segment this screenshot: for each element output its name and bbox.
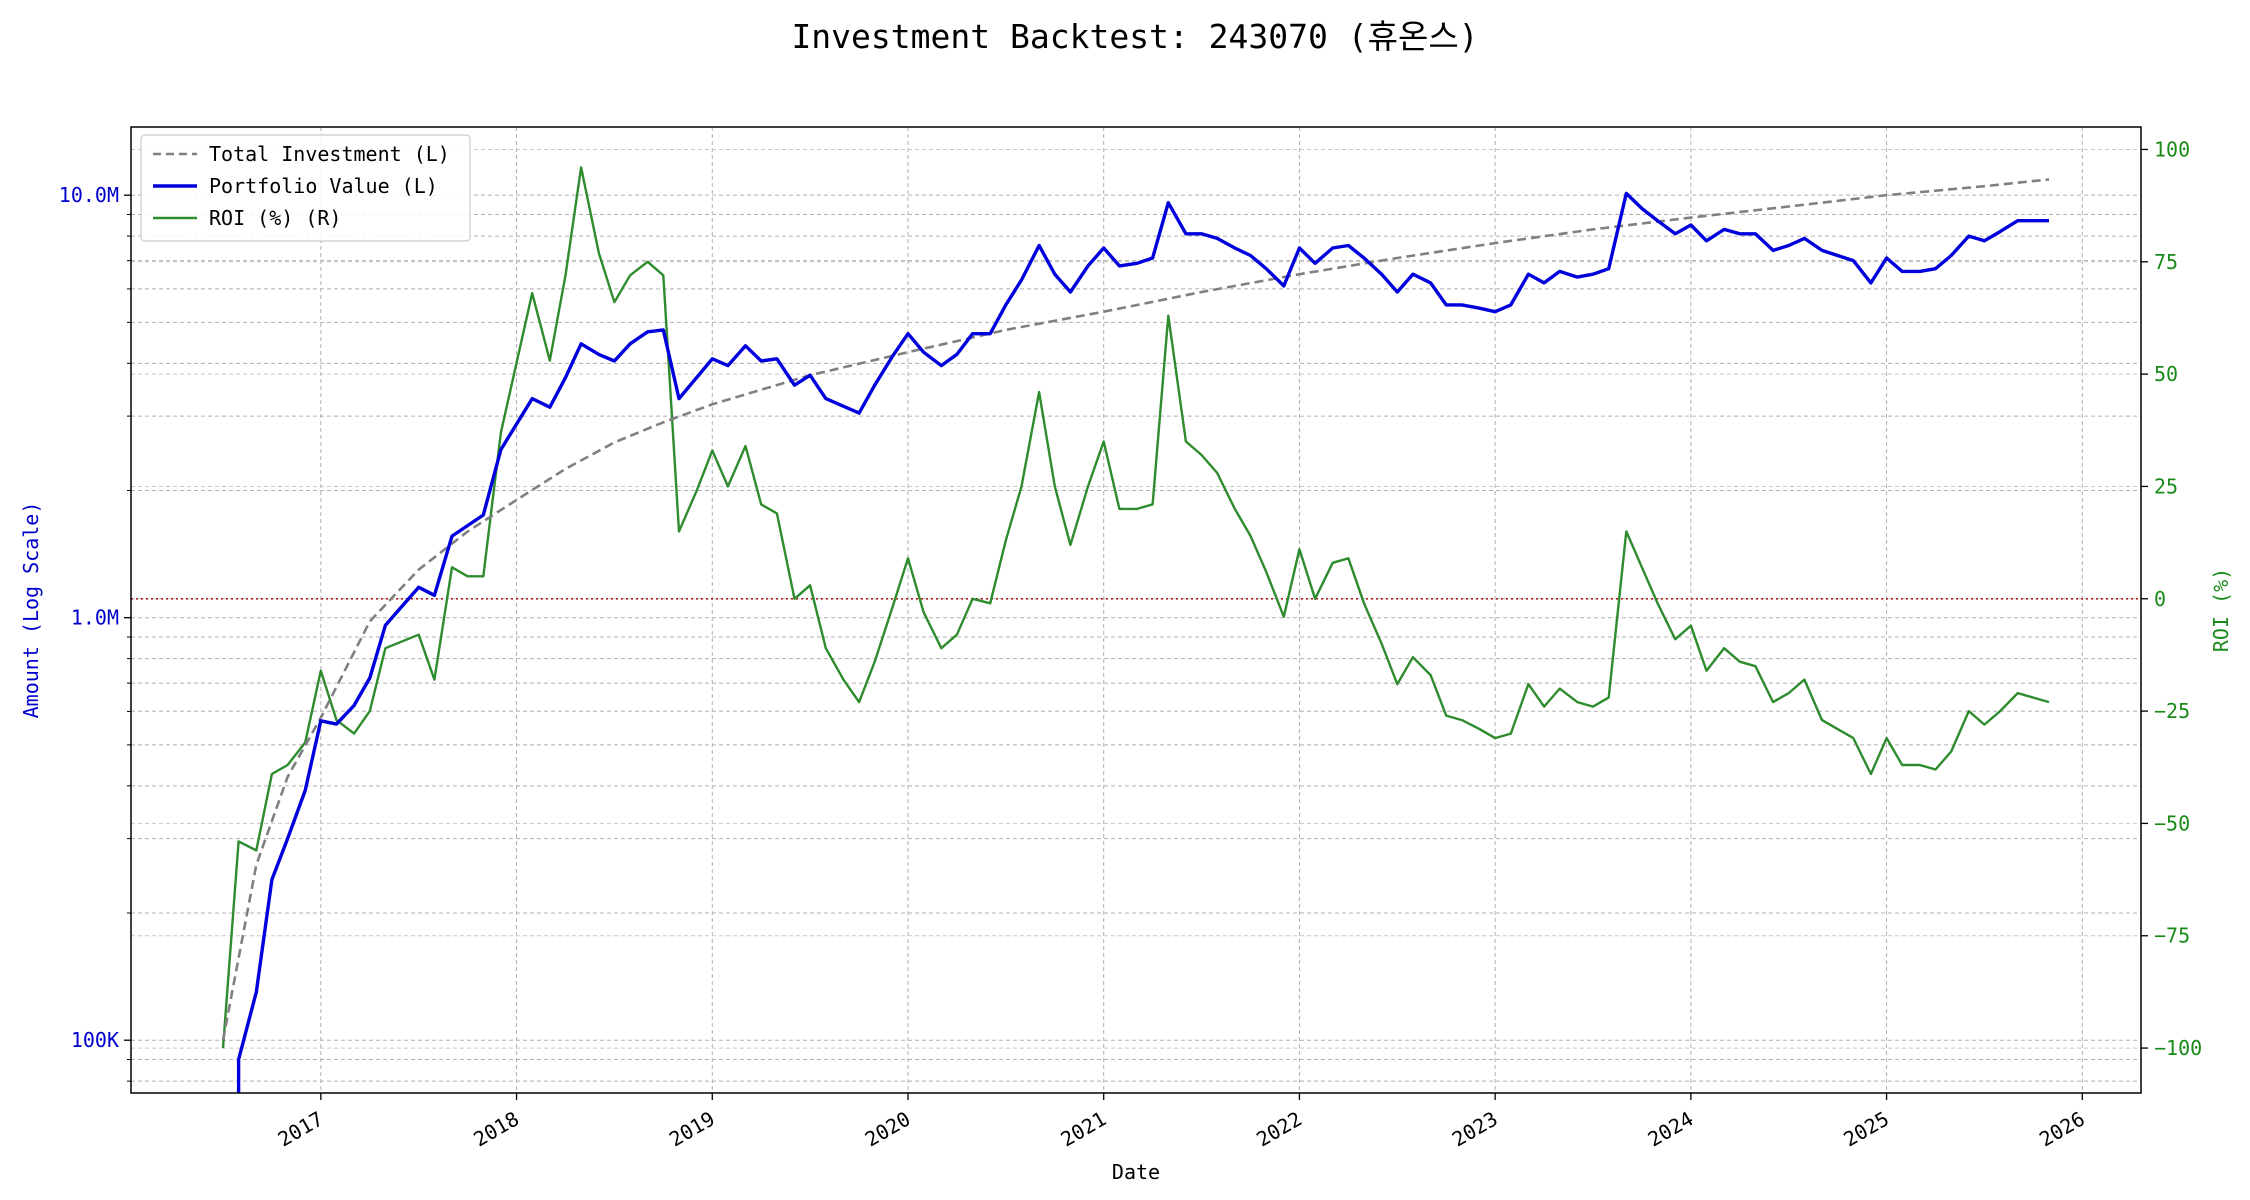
y-right-tick-label: 50 xyxy=(2154,362,2178,386)
series-roi xyxy=(221,166,2050,1049)
legend: Total Investment (L) Portfolio Value (L)… xyxy=(140,134,471,242)
series-portfolio-value xyxy=(236,191,2049,1093)
y-axis-right-label: ROI (%) xyxy=(2209,568,2233,652)
y-right-tick-label: 25 xyxy=(2154,474,2178,498)
y-axis-left-label: Amount (Log Scale) xyxy=(19,502,43,719)
legend-label-portfolio-value: Portfolio Value (L) xyxy=(209,174,438,198)
y-right-tick-label: 0 xyxy=(2154,587,2166,611)
legend-box xyxy=(140,134,471,242)
x-axis-label: Date xyxy=(1112,1160,1160,1184)
y-left-tick-label: 10.0M xyxy=(59,183,119,207)
y-left-tick-label: 100K xyxy=(71,1028,119,1052)
y-left-tick-label: 1.0M xyxy=(71,606,119,630)
chart-title: Investment Backtest: 243070 (휴온스) xyxy=(791,17,1478,56)
legend-label-total-investment: Total Investment (L) xyxy=(209,142,450,166)
y-right-tick-label: −100 xyxy=(2154,1036,2202,1060)
y-right-tick-label: −50 xyxy=(2154,811,2190,835)
y-right-tick-label: 100 xyxy=(2154,137,2190,161)
series-total-investment xyxy=(221,178,2050,1041)
y-right-tick-label: −75 xyxy=(2154,924,2190,948)
plot-area-frame xyxy=(130,126,2142,1094)
series-lines xyxy=(221,166,2050,1093)
y-right-tick-label: 75 xyxy=(2154,250,2178,274)
y-right-tick-label: −25 xyxy=(2154,699,2190,723)
legend-label-roi: ROI (%) (R) xyxy=(209,206,341,230)
grid xyxy=(131,127,2141,1093)
